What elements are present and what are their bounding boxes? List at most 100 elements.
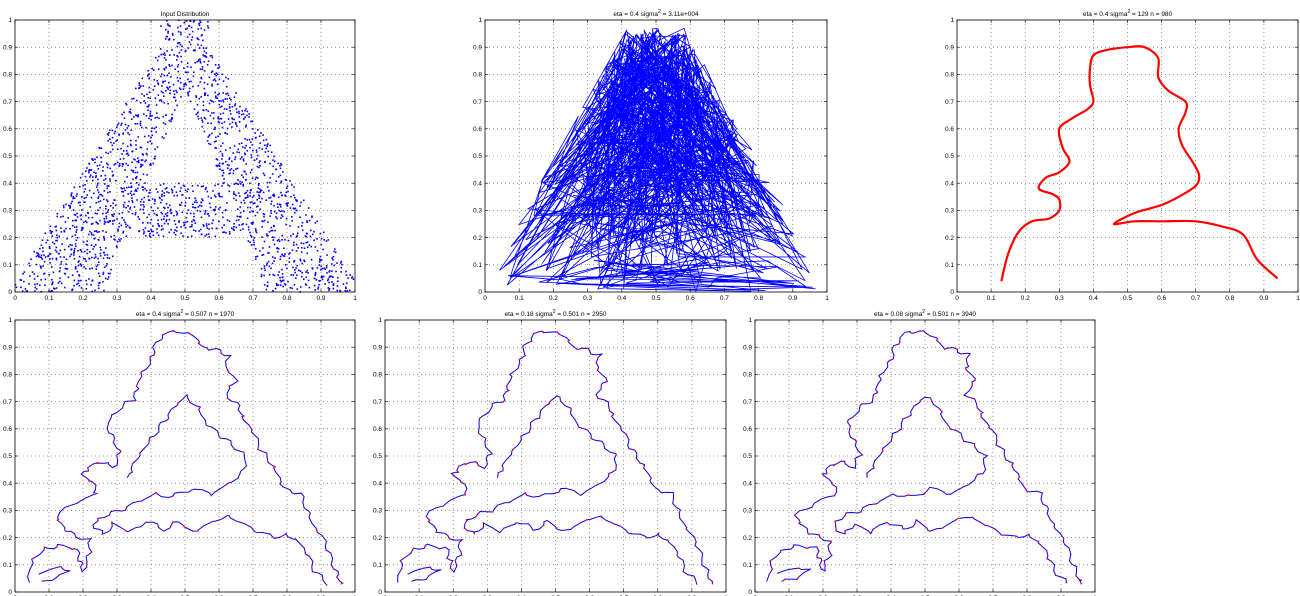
scatter-point: [269, 196, 272, 199]
scatter-point: [276, 247, 278, 250]
scatter-point: [133, 193, 135, 196]
scatter-point: [172, 90, 175, 92]
scatter-point: [63, 230, 66, 233]
scatter-point: [266, 145, 269, 148]
scatter-point: [55, 225, 58, 228]
series-markers: [26, 330, 344, 585]
scatter-point: [187, 91, 189, 94]
scatter-point: [193, 206, 196, 209]
scatter-point: [237, 148, 239, 151]
scatter-point: [95, 175, 98, 177]
scatter-point: [256, 211, 259, 214]
scatter-point: [100, 161, 103, 163]
scatter-point: [121, 216, 123, 219]
scatter-point: [147, 69, 149, 72]
scatter-point: [154, 198, 156, 201]
scatter-point: [301, 262, 303, 265]
scatter-point: [54, 226, 57, 228]
scatter-point: [161, 136, 164, 138]
scatter-point: [143, 95, 145, 97]
scatter-point: [187, 188, 189, 190]
scatter-point: [123, 117, 126, 119]
scatter-point: [216, 158, 219, 161]
scatter-point: [232, 172, 235, 175]
scatter-point: [210, 122, 212, 125]
scatter-point: [239, 211, 242, 214]
scatter-point: [194, 230, 197, 232]
scatter-point: [230, 99, 232, 101]
scatter-point: [213, 78, 216, 81]
scatter-point: [176, 45, 179, 48]
scatter-point: [85, 170, 87, 172]
scatter-point: [83, 221, 85, 224]
scatter-point: [94, 212, 97, 215]
scatter-point: [205, 223, 208, 225]
scatter-point: [120, 238, 122, 240]
x-tick-label: 0.7: [720, 295, 729, 302]
scatter-point: [184, 71, 187, 73]
scatter-point: [242, 113, 245, 115]
scatter-point: [242, 223, 245, 225]
scatter-point: [319, 259, 321, 262]
scatter-point: [329, 275, 332, 278]
scatter-point: [262, 212, 265, 215]
scatter-point: [238, 215, 241, 218]
scatter-point: [166, 23, 169, 25]
scatter-point: [161, 199, 163, 201]
scatter-point: [252, 202, 255, 205]
y-tick-label: 0.9: [373, 344, 382, 351]
scatter-point: [146, 216, 149, 219]
scatter-point: [155, 131, 158, 133]
scatter-point: [137, 216, 139, 218]
scatter-point: [166, 86, 169, 89]
scatter-point: [181, 211, 184, 214]
chart-title-rest: = 129 n = 980: [1130, 11, 1172, 18]
x-tick-label: 0.5: [1123, 295, 1132, 302]
scatter-point: [250, 120, 252, 123]
scatter-point: [211, 56, 214, 59]
scatter-point: [254, 137, 257, 139]
scatter-point: [185, 197, 187, 200]
scatter-point: [300, 201, 302, 204]
scatter-point: [246, 114, 248, 117]
scatter-point: [257, 205, 259, 207]
scatter-point: [100, 147, 103, 150]
scatter-point: [73, 251, 76, 253]
scatter-point: [178, 51, 181, 54]
scatter-point: [200, 216, 203, 219]
scatter-point: [288, 261, 291, 263]
scatter-point: [227, 184, 229, 186]
scatter-point: [241, 146, 244, 148]
scatter-point: [195, 96, 198, 99]
scatter-point: [203, 70, 206, 72]
scatter-point: [242, 228, 244, 230]
scatter-point: [253, 202, 256, 204]
scatter-point: [149, 115, 152, 117]
scatter-point: [102, 273, 105, 275]
scatter-point: [160, 100, 163, 103]
scatter-point: [186, 220, 189, 223]
scatter-point: [297, 247, 299, 249]
scatter-point: [129, 112, 132, 114]
scatter-point: [94, 244, 97, 246]
scatter-point: [316, 237, 318, 240]
scatter-point: [69, 207, 71, 209]
scatter-point: [335, 270, 337, 273]
scatter-point: [153, 85, 156, 87]
scatter-point: [279, 167, 282, 170]
scatter-point: [223, 231, 226, 233]
y-tick-label: 0.1: [373, 562, 382, 569]
scatter-point: [293, 260, 295, 263]
scatter-point: [215, 95, 217, 98]
scatter-point: [328, 287, 331, 290]
chart-title-rest: = 3.11e+004: [661, 11, 699, 18]
scatter-point: [256, 154, 259, 157]
scatter-point: [157, 55, 160, 58]
scatter-point: [136, 171, 139, 174]
x-tick-label: 0.3: [1055, 295, 1064, 302]
scatter-point: [306, 220, 308, 222]
scatter-point: [198, 97, 201, 100]
scatter-point: [221, 153, 224, 155]
scatter-point: [143, 100, 146, 102]
scatter-point: [135, 190, 138, 192]
